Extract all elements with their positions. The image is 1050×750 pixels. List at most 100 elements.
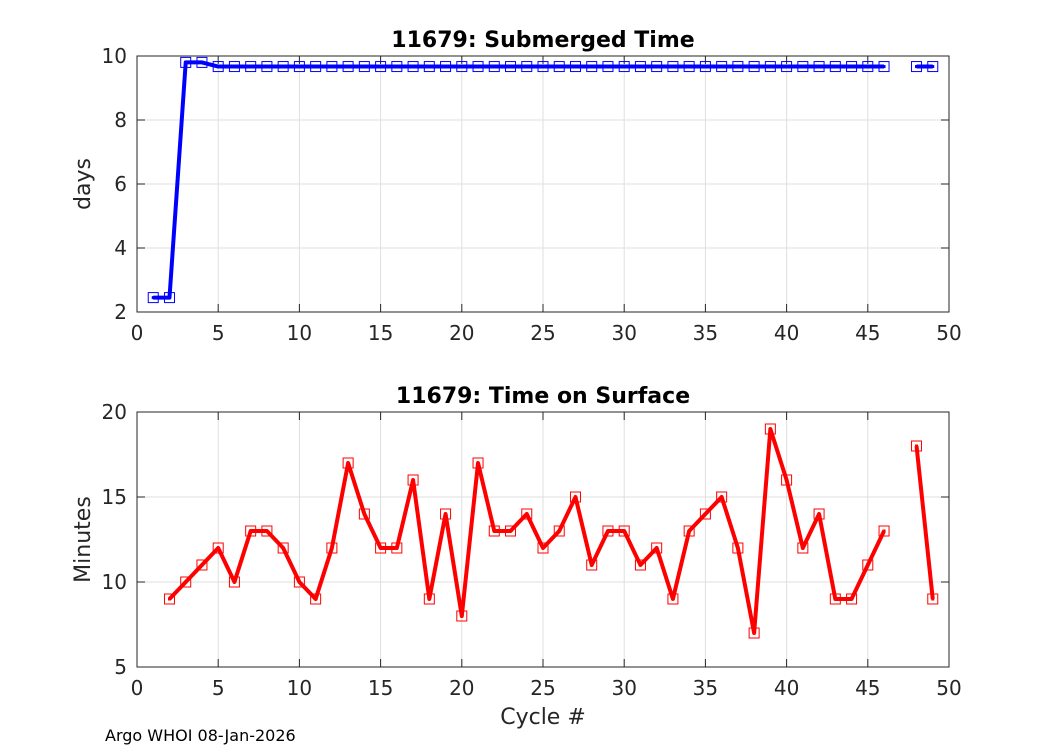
data-point-dot [573, 495, 577, 499]
data-point [537, 61, 549, 73]
y-tick-label: 10 [102, 44, 127, 68]
data-point [310, 61, 322, 73]
data-point-dot [476, 461, 480, 465]
data-point [846, 593, 858, 605]
data-point [423, 61, 435, 73]
data-point [732, 542, 744, 554]
data-point [456, 610, 468, 622]
data-point [196, 559, 208, 571]
data-point-dot [314, 597, 318, 601]
data-point [326, 542, 338, 554]
data-point-dot [606, 65, 610, 69]
data-point [391, 542, 403, 554]
data-point-dot [297, 65, 301, 69]
data-point-dot [362, 512, 366, 516]
data-point-dot [232, 580, 236, 584]
x-tick-label: 10 [287, 676, 312, 700]
data-point [683, 61, 695, 73]
data-point-dot [167, 597, 171, 601]
data-point [521, 61, 533, 73]
data-point-dot [785, 478, 789, 482]
data-point-dot [362, 65, 366, 69]
data-point-dot [395, 65, 399, 69]
data-point [293, 576, 305, 588]
data-point [245, 525, 257, 537]
data-point-dot [655, 546, 659, 550]
data-point-dot [785, 65, 789, 69]
data-point [163, 593, 175, 605]
data-point [358, 508, 370, 520]
x-tick-label: 45 [855, 321, 880, 345]
data-point-dot [882, 529, 886, 533]
data-point-dot [346, 461, 350, 465]
x-tick-label: 0 [131, 321, 144, 345]
data-point-dot [752, 65, 756, 69]
x-tick-label: 50 [936, 321, 961, 345]
data-point-dot [265, 529, 269, 533]
x-tick-label: 15 [368, 321, 393, 345]
y-tick-label: 2 [114, 300, 127, 324]
data-point [699, 508, 711, 520]
data-point-dot [915, 65, 919, 69]
x-tick-label: 25 [530, 676, 555, 700]
y-axis-label: days [71, 158, 96, 210]
data-point-dot [687, 65, 691, 69]
data-point-dot [606, 529, 610, 533]
y-axis-label: Minutes [71, 496, 96, 583]
data-point-dot [671, 597, 675, 601]
data-point-dot [151, 296, 155, 300]
data-point [212, 542, 224, 554]
x-tick-label: 20 [449, 321, 474, 345]
data-point-dot [444, 512, 448, 516]
data-point-dot [882, 65, 886, 69]
x-tick-label: 30 [611, 321, 636, 345]
data-point-dot [265, 65, 269, 69]
data-point-dot [525, 512, 529, 516]
data-point-dot [687, 529, 691, 533]
data-point-dot [167, 296, 171, 300]
data-point-dot [444, 65, 448, 69]
data-point [732, 61, 744, 73]
x-tick-label: 25 [530, 321, 555, 345]
data-point [764, 423, 776, 435]
data-point [813, 508, 825, 520]
chart-title: 11679: Submerged Time [391, 28, 694, 53]
data-point-dot [427, 65, 431, 69]
data-point-dot [752, 631, 756, 635]
data-point [228, 576, 240, 588]
data-point [634, 61, 646, 73]
data-point-dot [330, 546, 334, 550]
data-point [569, 61, 581, 73]
data-point [586, 61, 598, 73]
data-point [147, 292, 159, 304]
data-point-dot [216, 65, 220, 69]
data-point-dot [476, 65, 480, 69]
data-point-dot [184, 60, 188, 64]
data-point [440, 508, 452, 520]
data-point [651, 61, 663, 73]
data-point [488, 61, 500, 73]
data-point-dot [655, 65, 659, 69]
data-point [602, 61, 614, 73]
data-point-dot [622, 65, 626, 69]
data-point [748, 61, 760, 73]
data-point [310, 593, 322, 605]
data-point [261, 61, 273, 73]
data-point-dot [573, 65, 577, 69]
data-point-dot [833, 65, 837, 69]
data-point [618, 61, 630, 73]
data-point-dot [314, 65, 318, 69]
data-point [634, 559, 646, 571]
data-point-dot [915, 444, 919, 448]
data-point [505, 525, 517, 537]
data-point [716, 491, 728, 503]
data-point [342, 457, 354, 469]
x-tick-label: 45 [855, 676, 880, 700]
data-point [423, 593, 435, 605]
data-point-dot [249, 65, 253, 69]
data-point [488, 525, 500, 537]
data-point-dot [801, 65, 805, 69]
data-point-dot [184, 580, 188, 584]
x-tick-label: 40 [774, 321, 799, 345]
